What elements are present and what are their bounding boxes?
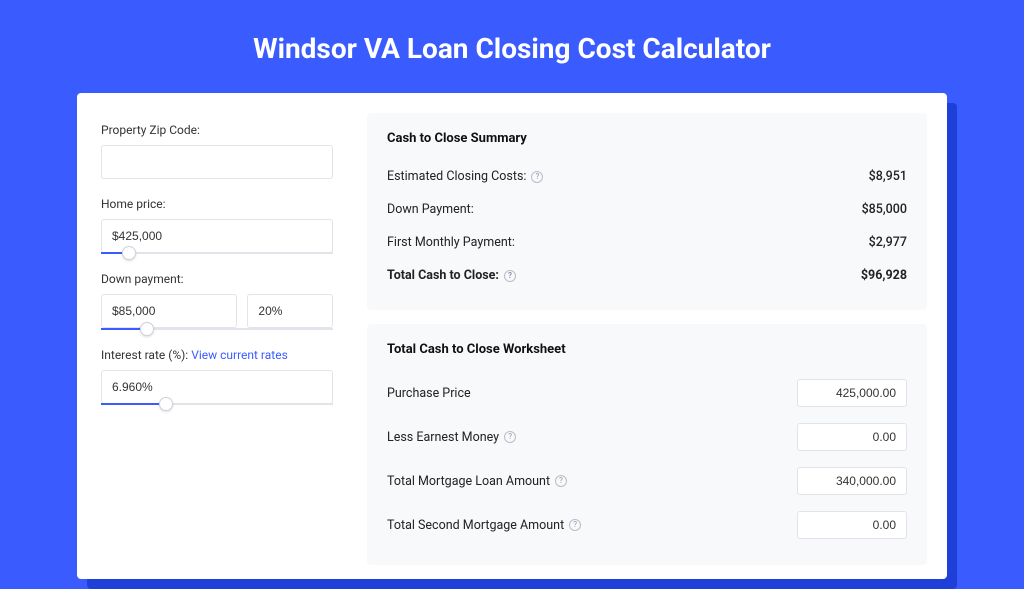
home-price-slider-thumb[interactable]	[122, 246, 136, 260]
summary-title: Cash to Close Summary	[387, 131, 907, 146]
home-price-label: Home price:	[101, 197, 333, 211]
down-payment-input[interactable]	[101, 294, 237, 328]
summary-total-value: $96,928	[861, 268, 907, 283]
down-payment-slider[interactable]	[101, 328, 333, 330]
interest-rate-slider[interactable]	[101, 403, 333, 405]
worksheet-row: Purchase Price	[387, 371, 907, 415]
summary-row-label: Down Payment:	[387, 202, 474, 217]
worksheet-purchase-price-input[interactable]	[797, 379, 907, 407]
worksheet-row-label: Purchase Price	[387, 386, 471, 401]
interest-rate-field-group: Interest rate (%): View current rates	[101, 348, 333, 405]
help-icon[interactable]: ?	[569, 519, 581, 531]
zip-field-group: Property Zip Code:	[101, 123, 333, 179]
summary-row-value: $85,000	[862, 202, 907, 217]
worksheet-row-label: Total Mortgage Loan Amount	[387, 474, 550, 489]
worksheet-row-label: Total Second Mortgage Amount	[387, 518, 564, 533]
page-title: Windsor VA Loan Closing Cost Calculator	[0, 0, 1024, 93]
help-icon[interactable]: ?	[504, 431, 516, 443]
summary-row: Estimated Closing Costs: ? $8,951	[387, 160, 907, 193]
summary-row-label: First Monthly Payment:	[387, 235, 515, 250]
form-panel: Property Zip Code: Home price: Down paym…	[77, 93, 357, 579]
down-payment-percent-input[interactable]	[247, 294, 333, 328]
interest-rate-label: Interest rate (%): View current rates	[101, 348, 333, 362]
summary-row: First Monthly Payment: $2,977	[387, 226, 907, 259]
summary-row: Down Payment: $85,000	[387, 193, 907, 226]
down-payment-slider-thumb[interactable]	[140, 322, 154, 336]
worksheet-mortgage-amount-input[interactable]	[797, 467, 907, 495]
worksheet-row: Less Earnest Money ?	[387, 415, 907, 459]
worksheet-row: Total Mortgage Loan Amount ?	[387, 459, 907, 503]
summary-total-label: Total Cash to Close:	[387, 268, 499, 283]
worksheet-panel: Total Cash to Close Worksheet Purchase P…	[367, 324, 927, 565]
home-price-input[interactable]	[101, 219, 333, 253]
worksheet-title: Total Cash to Close Worksheet	[387, 342, 907, 357]
help-icon[interactable]: ?	[555, 475, 567, 487]
worksheet-row-label: Less Earnest Money	[387, 430, 499, 445]
interest-rate-slider-thumb[interactable]	[159, 397, 173, 411]
worksheet-row: Total Second Mortgage Amount ?	[387, 503, 907, 547]
home-price-field-group: Home price:	[101, 197, 333, 254]
summary-panel: Cash to Close Summary Estimated Closing …	[367, 113, 927, 310]
zip-label: Property Zip Code:	[101, 123, 333, 137]
help-icon[interactable]: ?	[504, 270, 516, 282]
worksheet-earnest-money-input[interactable]	[797, 423, 907, 451]
zip-input[interactable]	[101, 145, 333, 179]
summary-total-row: Total Cash to Close: ? $96,928	[387, 259, 907, 292]
calculator-card: Property Zip Code: Home price: Down paym…	[77, 93, 947, 579]
view-rates-link[interactable]: View current rates	[191, 348, 288, 362]
help-icon[interactable]: ?	[531, 171, 543, 183]
interest-rate-label-text: Interest rate (%):	[101, 348, 188, 362]
results-panel: Cash to Close Summary Estimated Closing …	[357, 93, 947, 579]
card-container: Property Zip Code: Home price: Down paym…	[77, 93, 947, 579]
summary-row-label: Estimated Closing Costs:	[387, 169, 526, 184]
down-payment-field-group: Down payment:	[101, 272, 333, 330]
interest-rate-input[interactable]	[101, 370, 333, 404]
worksheet-second-mortgage-input[interactable]	[797, 511, 907, 539]
down-payment-label: Down payment:	[101, 272, 333, 286]
home-price-slider[interactable]	[101, 252, 333, 254]
summary-row-value: $2,977	[869, 235, 907, 250]
summary-row-value: $8,951	[869, 169, 907, 184]
